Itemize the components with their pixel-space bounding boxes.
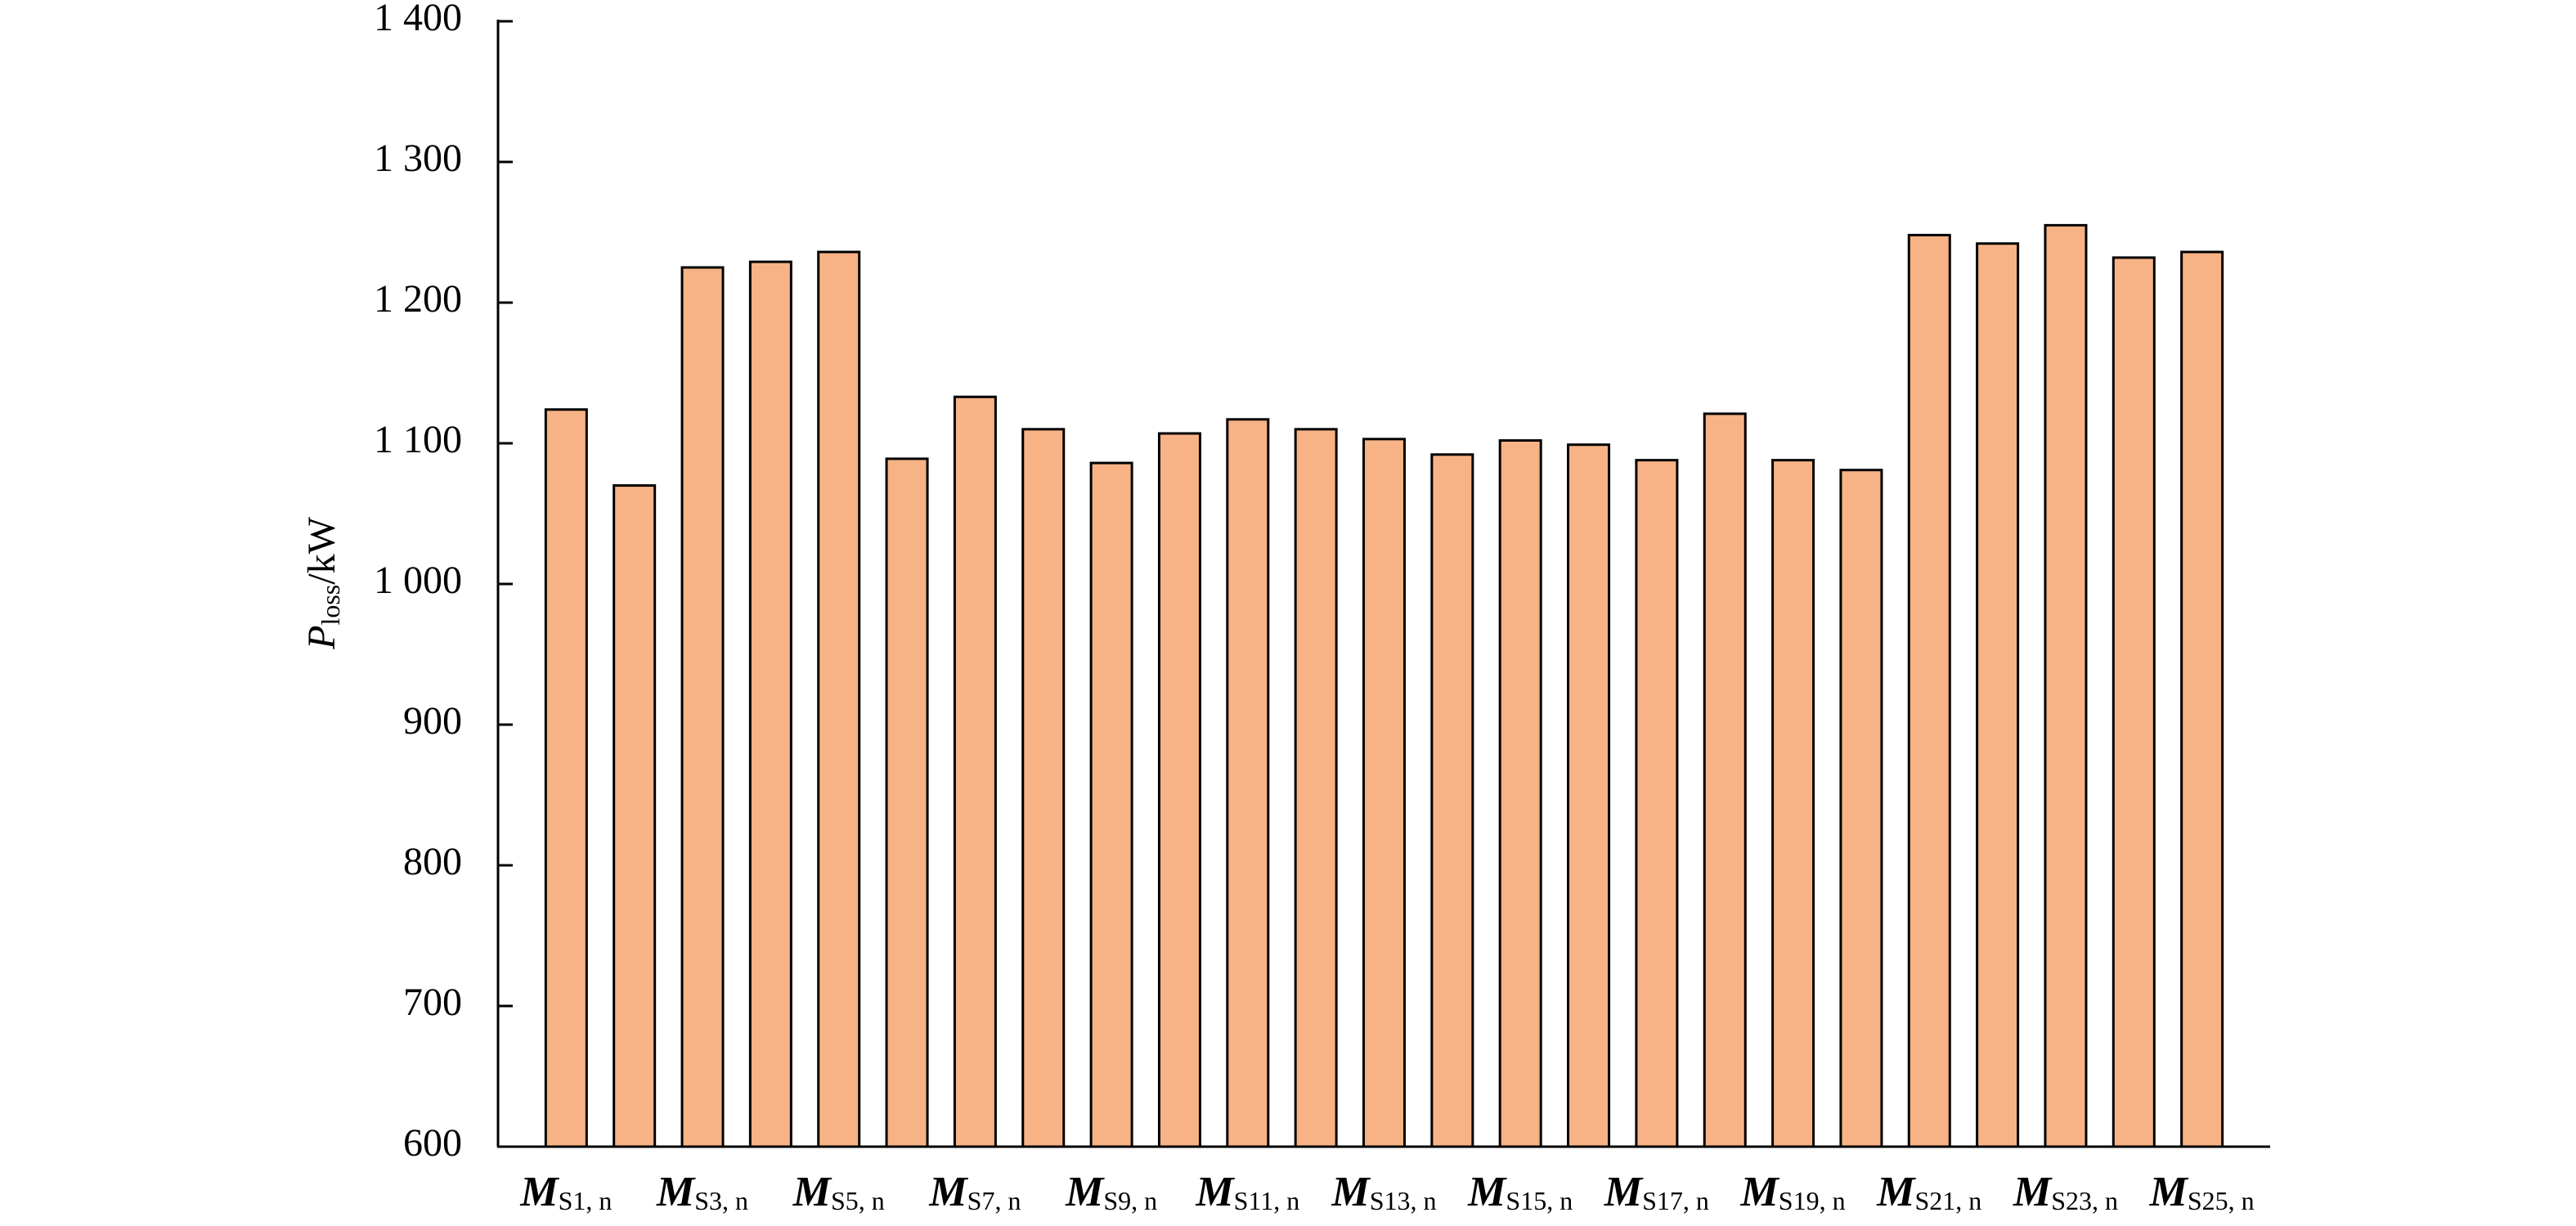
category-symbol: M (1195, 1169, 1235, 1215)
bar (1567, 443, 1611, 1148)
category-symbol: M (1065, 1169, 1105, 1215)
x-tick-label: MS1, n (519, 1169, 612, 1215)
x-tick-label: MS17, n (1604, 1169, 1709, 1215)
y-tick-label: 1 100 (374, 418, 462, 461)
category-subscript: S21, n (1914, 1186, 1981, 1215)
bar (953, 395, 997, 1148)
x-tick-label: MS21, n (1876, 1169, 1981, 1215)
bar (817, 250, 861, 1148)
x-tick-label: MS19, n (1740, 1169, 1846, 1215)
y-tick-label: 900 (403, 699, 462, 743)
y-tick-label: 1 200 (374, 277, 462, 321)
y-tick-label: 1 300 (374, 137, 462, 180)
y-axis-label: Ploss/kW (300, 516, 345, 649)
category-symbol: M (2149, 1169, 2189, 1215)
bar (1771, 459, 1815, 1148)
bar (680, 266, 725, 1148)
bar (1157, 432, 1201, 1148)
bar (2112, 256, 2156, 1148)
category-symbol: M (928, 1169, 968, 1215)
x-tick-label: MS5, n (792, 1169, 885, 1215)
category-subscript: S11, n (1234, 1186, 1300, 1215)
bar (1703, 412, 1747, 1148)
category-symbol: M (1331, 1169, 1371, 1215)
category-subscript: S9, n (1103, 1186, 1157, 1215)
y-tick-label: 1 000 (374, 559, 462, 602)
bar (544, 408, 588, 1148)
category-symbol: M (1467, 1169, 1507, 1215)
bar (885, 457, 929, 1148)
bar (748, 260, 792, 1148)
y-label-symbol: P (300, 626, 343, 650)
bar (1430, 453, 1474, 1148)
x-tick-label: MS7, n (928, 1169, 1021, 1215)
category-subscript: S15, n (1506, 1186, 1573, 1215)
bar (613, 484, 657, 1148)
x-tick-label: MS9, n (1065, 1169, 1157, 1215)
bar (2044, 223, 2088, 1148)
y-tick-label: 1 400 (374, 0, 462, 39)
y-label-subscript: loss (316, 585, 345, 626)
category-subscript: S5, n (831, 1186, 885, 1215)
category-symbol: M (1876, 1169, 1916, 1215)
x-tick-label: MS25, n (2149, 1169, 2255, 1215)
category-symbol: M (1740, 1169, 1780, 1215)
category-subscript: S17, n (1642, 1186, 1709, 1215)
bar (1635, 459, 1679, 1148)
category-symbol: M (519, 1169, 559, 1215)
bar (1976, 242, 2020, 1148)
bar (1089, 461, 1133, 1148)
bar (1362, 438, 1406, 1148)
category-subscript: S7, n (967, 1186, 1021, 1215)
bar (1907, 233, 1951, 1148)
category-symbol: M (2013, 1169, 2053, 1215)
category-symbol: M (656, 1169, 696, 1215)
category-subscript: S23, n (2051, 1186, 2118, 1215)
category-subscript: S13, n (1370, 1186, 1437, 1215)
x-tick-label: MS13, n (1331, 1169, 1436, 1215)
x-tick-label: MS15, n (1467, 1169, 1573, 1215)
category-subscript: S1, n (559, 1186, 613, 1215)
y-tick-label: 700 (403, 981, 462, 1024)
bar (1294, 428, 1338, 1148)
category-symbol: M (1604, 1169, 1644, 1215)
category-symbol: M (792, 1169, 832, 1215)
x-tick-label: MS23, n (2013, 1169, 2118, 1215)
y-tick-label: 800 (403, 840, 462, 883)
x-tick-label: MS3, n (656, 1169, 748, 1215)
y-tick-label: 600 (403, 1121, 462, 1165)
bar (2180, 250, 2224, 1148)
category-subscript: S25, n (2188, 1186, 2255, 1215)
y-label-unit: /kW (300, 516, 343, 584)
bar (1498, 439, 1542, 1148)
category-subscript: S3, n (694, 1186, 748, 1215)
bar (1226, 418, 1270, 1148)
category-subscript: S19, n (1779, 1186, 1846, 1215)
x-tick-label: MS11, n (1195, 1169, 1299, 1215)
bar (1839, 469, 1883, 1148)
bar (1021, 428, 1066, 1148)
